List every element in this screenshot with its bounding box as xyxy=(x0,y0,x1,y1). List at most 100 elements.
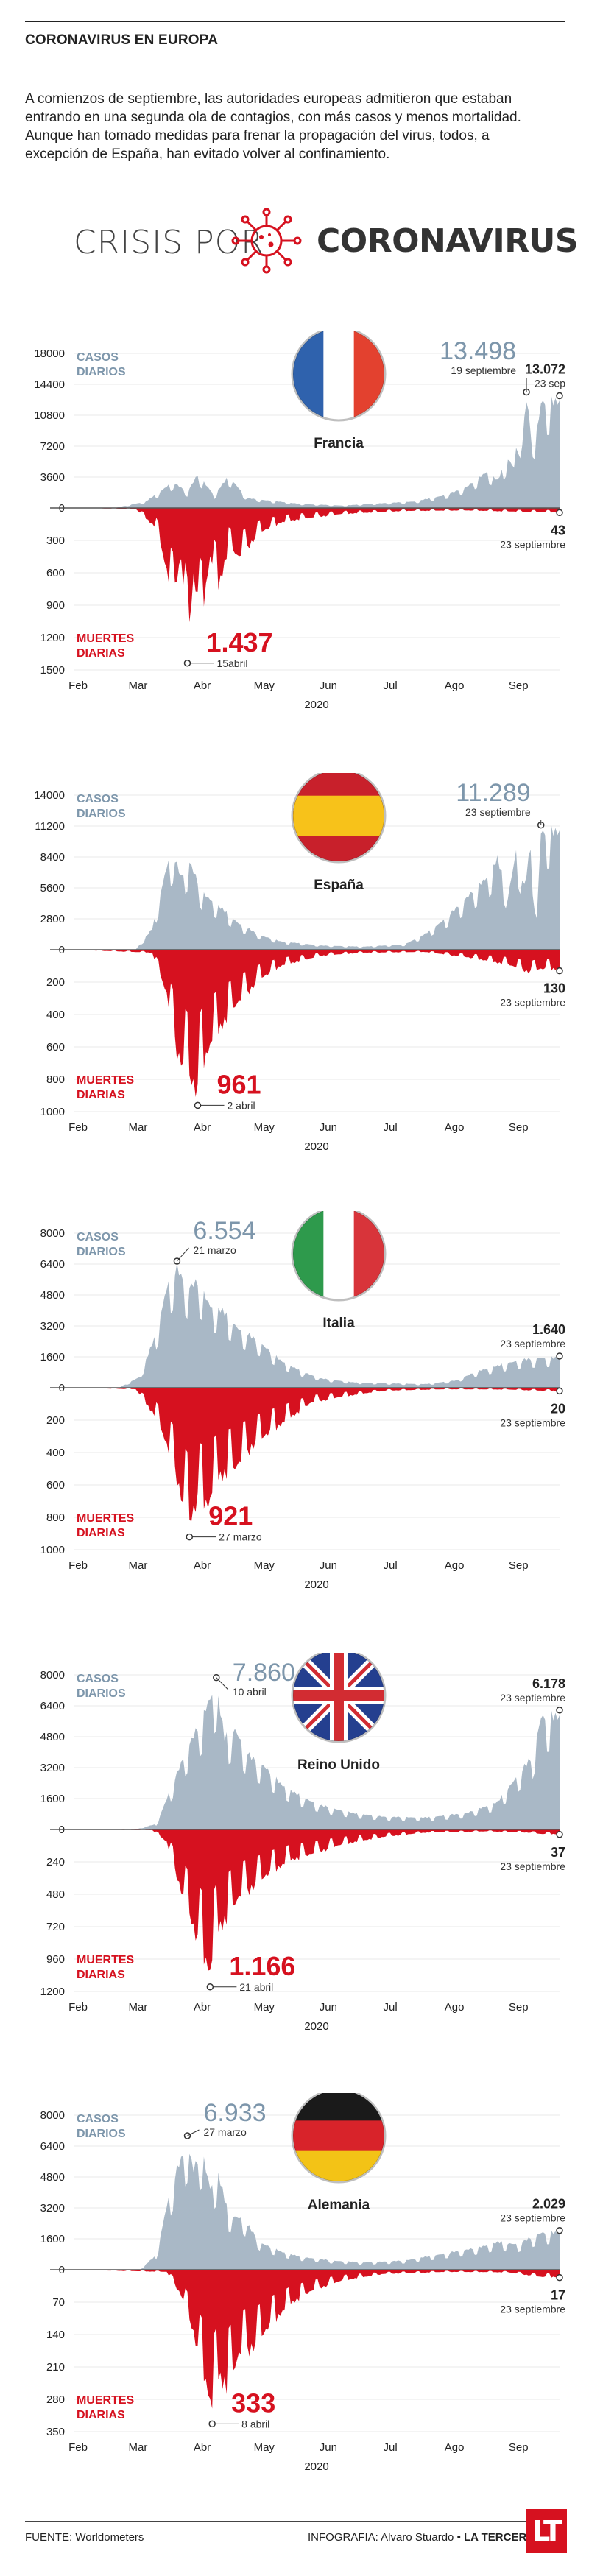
last-cases-date: 23 septiembre xyxy=(500,1338,565,1349)
deaths-area xyxy=(74,508,560,623)
deaths-axis-label: MUERTES xyxy=(77,632,135,645)
deaths-tick-label: 210 xyxy=(46,2361,65,2374)
flag-italy-icon xyxy=(291,1211,387,1302)
cases-tick-label: 6400 xyxy=(40,1700,65,1712)
chart-svg-uk: 8000640048003200160002404807209601200CAS… xyxy=(40,1653,565,2033)
month-tick-label: May xyxy=(254,2441,275,2454)
peak-cases-date: 10 abril xyxy=(233,1686,267,1698)
deaths-area xyxy=(74,1388,560,1521)
year-label: 2020 xyxy=(304,699,328,711)
peak-deaths-marker xyxy=(208,2420,216,2428)
deaths-tick-label: 800 xyxy=(46,1073,65,1086)
month-tick-label: Abr xyxy=(194,2001,211,2014)
deaths-axis-label: DIARIAS xyxy=(77,647,125,660)
peak-deaths-date: 27 marzo xyxy=(219,1531,262,1543)
month-tick-label: Jul xyxy=(383,2441,397,2454)
peak-deaths-marker xyxy=(186,1533,194,1541)
month-tick-label: Jul xyxy=(383,2001,397,2014)
chart-panel-france: 1800014400108007200360003006009001200150… xyxy=(0,331,589,758)
month-tick-label: Mar xyxy=(129,2001,148,2014)
peak-cases-marker xyxy=(183,2132,191,2139)
cases-tick-label: 3600 xyxy=(40,471,65,484)
cases-tick-label: 3200 xyxy=(40,1320,65,1333)
deaths-axis-label: DIARIAS xyxy=(77,1969,125,1981)
chart-panel-germany: 80006400480032001600070140210280350CASOS… xyxy=(0,2093,589,2520)
last-cases-date: 23 septiembre xyxy=(500,2212,565,2224)
chart-svg-germany: 80006400480032001600070140210280350CASOS… xyxy=(40,2093,565,2473)
deaths-tick-label: 200 xyxy=(46,976,65,989)
month-tick-label: Mar xyxy=(129,1559,148,1572)
cases-tick-label: 11200 xyxy=(35,820,65,833)
intro-paragraph: A comienzos de septiembre, las autoridad… xyxy=(25,91,521,162)
last-deaths-date: 23 septiembre xyxy=(500,538,565,550)
cases-axis-label: CASOS xyxy=(77,1673,119,1685)
deaths-area xyxy=(74,950,560,1097)
last-deaths-date: 23 septiembre xyxy=(500,1860,565,1872)
peak-cases-date: 27 marzo xyxy=(203,2126,247,2138)
last-cases-marker xyxy=(556,1707,563,1714)
month-tick-label: Feb xyxy=(68,1121,88,1134)
cases-axis-label: DIARIOS xyxy=(77,366,126,378)
deaths-area xyxy=(74,1829,560,1971)
cases-tick-label: 4800 xyxy=(40,1289,65,1302)
month-tick-label: Jul xyxy=(383,1121,397,1134)
month-tick-label: Jun xyxy=(320,1559,337,1572)
month-tick-label: Jun xyxy=(320,2441,337,2454)
cases-tick-label: 4800 xyxy=(40,1731,65,1743)
deaths-tick-label: 1000 xyxy=(40,1544,65,1556)
last-cases-marker xyxy=(556,392,563,400)
deaths-tick-label: 960 xyxy=(46,1953,65,1966)
chart-panel-uk: 8000640048003200160002404807209601200CAS… xyxy=(0,1653,589,2080)
country-name: Alemania xyxy=(308,2198,370,2213)
footer-rule xyxy=(25,2521,562,2522)
cases-tick-label: 1600 xyxy=(40,1793,65,1805)
cases-tick-label: 3200 xyxy=(40,2202,65,2215)
deaths-tick-label: 600 xyxy=(46,1041,65,1054)
deaths-axis-label: DIARIAS xyxy=(77,1089,125,1101)
country-name: España xyxy=(314,878,364,893)
last-deaths-value: 17 xyxy=(551,2288,565,2303)
flag-uk-icon xyxy=(291,1653,387,1743)
deaths-tick-label: 200 xyxy=(46,1414,65,1427)
month-tick-label: Sep xyxy=(509,2001,529,2014)
deaths-area xyxy=(74,2270,560,2409)
cases-area xyxy=(74,1263,560,1388)
month-tick-label: May xyxy=(254,1559,275,1572)
year-label: 2020 xyxy=(304,1578,328,1591)
cases-tick-label: 1600 xyxy=(40,1351,65,1363)
country-name: Reino Unido xyxy=(297,1757,380,1773)
last-cases-marker xyxy=(556,2226,563,2234)
cases-tick-label: 14400 xyxy=(34,378,65,391)
month-tick-label: Feb xyxy=(68,2441,88,2454)
cases-tick-label: 4800 xyxy=(40,2171,65,2184)
cases-tick-label: 14000 xyxy=(34,789,65,802)
chart-panel-italy: 8000640048003200160002004006008001000CAS… xyxy=(0,1211,589,1638)
cases-area xyxy=(74,2153,560,2270)
last-deaths-value: 43 xyxy=(551,523,565,537)
peak-deaths-date: 21 abril xyxy=(239,1981,273,1993)
month-tick-label: Abr xyxy=(194,2441,211,2454)
peak-cases-date: 19 septiembre xyxy=(451,364,516,376)
flag-spain-icon xyxy=(291,773,387,864)
cases-axis-label: DIARIOS xyxy=(77,2128,126,2140)
credit-prefix: INFOGRAFIA: Alvaro Stuardo • xyxy=(308,2531,464,2544)
cases-area xyxy=(74,825,560,950)
last-deaths-marker xyxy=(556,1831,563,1838)
peak-cases-date: 21 marzo xyxy=(193,1244,236,1256)
month-tick-label: Jun xyxy=(320,2001,337,2014)
cases-area xyxy=(74,1695,560,1829)
month-tick-label: Abr xyxy=(194,1121,211,1134)
cases-tick-label: 18000 xyxy=(34,347,65,360)
deaths-axis-label: MUERTES xyxy=(77,2394,135,2407)
peak-deaths-value: 333 xyxy=(231,2388,275,2418)
cases-axis-label: CASOS xyxy=(77,1231,119,1243)
last-cases-value: 13.072 xyxy=(525,361,565,376)
peak-cases-date: 23 septiembre xyxy=(465,806,531,818)
peak-deaths-value: 1.166 xyxy=(229,1951,295,1981)
peak-cases-value: 7.860 xyxy=(233,1659,295,1687)
month-tick-label: Ago xyxy=(445,2441,465,2454)
last-cases-date: 23 sep xyxy=(535,377,565,389)
deaths-tick-label: 720 xyxy=(46,1921,65,1933)
last-deaths-value: 37 xyxy=(551,1845,565,1860)
deaths-tick-label: 900 xyxy=(46,599,65,612)
